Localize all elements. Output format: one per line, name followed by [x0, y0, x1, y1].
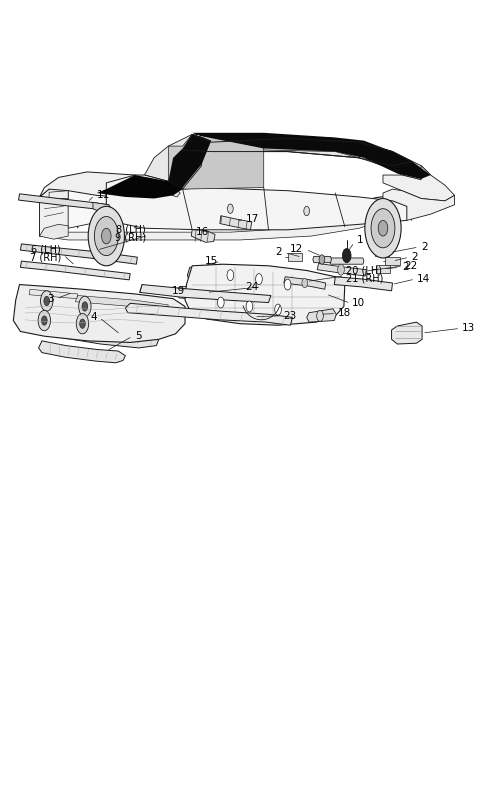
Polygon shape [29, 289, 78, 298]
Circle shape [40, 290, 53, 311]
Text: 17: 17 [246, 214, 259, 224]
Polygon shape [183, 134, 412, 166]
Polygon shape [392, 322, 422, 344]
Text: 9 (RH): 9 (RH) [115, 232, 146, 243]
Circle shape [79, 296, 91, 316]
Polygon shape [185, 265, 345, 325]
Polygon shape [21, 261, 130, 280]
Polygon shape [383, 189, 455, 221]
Circle shape [44, 296, 49, 305]
Polygon shape [30, 318, 159, 348]
Circle shape [317, 310, 324, 321]
Polygon shape [178, 286, 190, 298]
Circle shape [342, 249, 351, 263]
Text: 22: 22 [405, 261, 418, 271]
Text: 14: 14 [416, 274, 430, 284]
Polygon shape [19, 194, 112, 210]
Circle shape [378, 221, 388, 236]
Text: 20 (LH): 20 (LH) [346, 265, 382, 276]
Polygon shape [39, 172, 183, 199]
Text: 13: 13 [462, 323, 475, 334]
Polygon shape [317, 264, 366, 276]
Polygon shape [187, 265, 223, 282]
Circle shape [80, 319, 85, 328]
Polygon shape [307, 309, 336, 322]
Text: 2: 2 [275, 247, 282, 257]
Polygon shape [171, 189, 180, 197]
Polygon shape [284, 277, 326, 289]
Polygon shape [385, 257, 400, 265]
Polygon shape [39, 217, 383, 240]
Polygon shape [49, 191, 68, 199]
Polygon shape [375, 249, 389, 257]
Text: 7 (RH): 7 (RH) [30, 252, 61, 262]
Polygon shape [39, 181, 107, 236]
Polygon shape [75, 295, 168, 311]
Polygon shape [335, 277, 393, 290]
Circle shape [227, 270, 234, 281]
Circle shape [302, 279, 308, 287]
Text: 12: 12 [290, 244, 303, 254]
Polygon shape [39, 185, 68, 236]
Text: 2: 2 [402, 262, 408, 272]
Text: 15: 15 [205, 256, 218, 266]
Polygon shape [140, 284, 271, 302]
Text: 2: 2 [412, 252, 418, 262]
Circle shape [217, 297, 224, 308]
Circle shape [256, 274, 262, 284]
Circle shape [275, 304, 281, 315]
Polygon shape [191, 230, 215, 243]
Text: 11: 11 [97, 191, 110, 200]
Polygon shape [168, 133, 431, 189]
Polygon shape [21, 244, 137, 265]
Polygon shape [38, 341, 125, 363]
Circle shape [365, 199, 401, 258]
Polygon shape [264, 134, 359, 158]
Circle shape [88, 206, 124, 266]
Polygon shape [97, 175, 183, 199]
Text: 2: 2 [421, 242, 428, 252]
Text: 24: 24 [246, 282, 259, 292]
Text: 16: 16 [196, 227, 209, 237]
Circle shape [337, 265, 344, 276]
Polygon shape [107, 175, 407, 230]
Polygon shape [359, 142, 431, 180]
Text: 1: 1 [357, 235, 363, 245]
Text: 21 (RH): 21 (RH) [346, 273, 383, 283]
Polygon shape [93, 203, 112, 214]
Text: 23: 23 [283, 311, 296, 321]
Polygon shape [144, 134, 211, 197]
Text: 8 (LH): 8 (LH) [116, 225, 146, 235]
Text: 6 (LH): 6 (LH) [31, 244, 61, 254]
Circle shape [76, 313, 89, 334]
Circle shape [82, 301, 88, 311]
Circle shape [41, 316, 47, 325]
Polygon shape [288, 254, 302, 261]
Text: 19: 19 [172, 286, 185, 296]
Polygon shape [220, 216, 252, 230]
Circle shape [102, 228, 111, 244]
Polygon shape [183, 134, 264, 189]
Circle shape [284, 279, 291, 290]
Polygon shape [376, 265, 390, 273]
Text: 10: 10 [352, 298, 365, 309]
Polygon shape [330, 258, 364, 265]
Polygon shape [313, 257, 332, 263]
Polygon shape [125, 303, 292, 325]
Circle shape [304, 206, 310, 216]
Circle shape [246, 301, 253, 312]
Circle shape [228, 204, 233, 214]
Polygon shape [383, 166, 455, 201]
Circle shape [371, 209, 395, 248]
Circle shape [319, 255, 325, 265]
Text: 18: 18 [337, 309, 351, 319]
Polygon shape [39, 225, 68, 239]
Text: 4: 4 [90, 312, 97, 323]
Polygon shape [13, 284, 185, 342]
Circle shape [38, 310, 50, 330]
Text: 5: 5 [135, 331, 142, 341]
Text: 3: 3 [47, 294, 54, 304]
Polygon shape [168, 134, 211, 189]
Circle shape [95, 217, 118, 256]
